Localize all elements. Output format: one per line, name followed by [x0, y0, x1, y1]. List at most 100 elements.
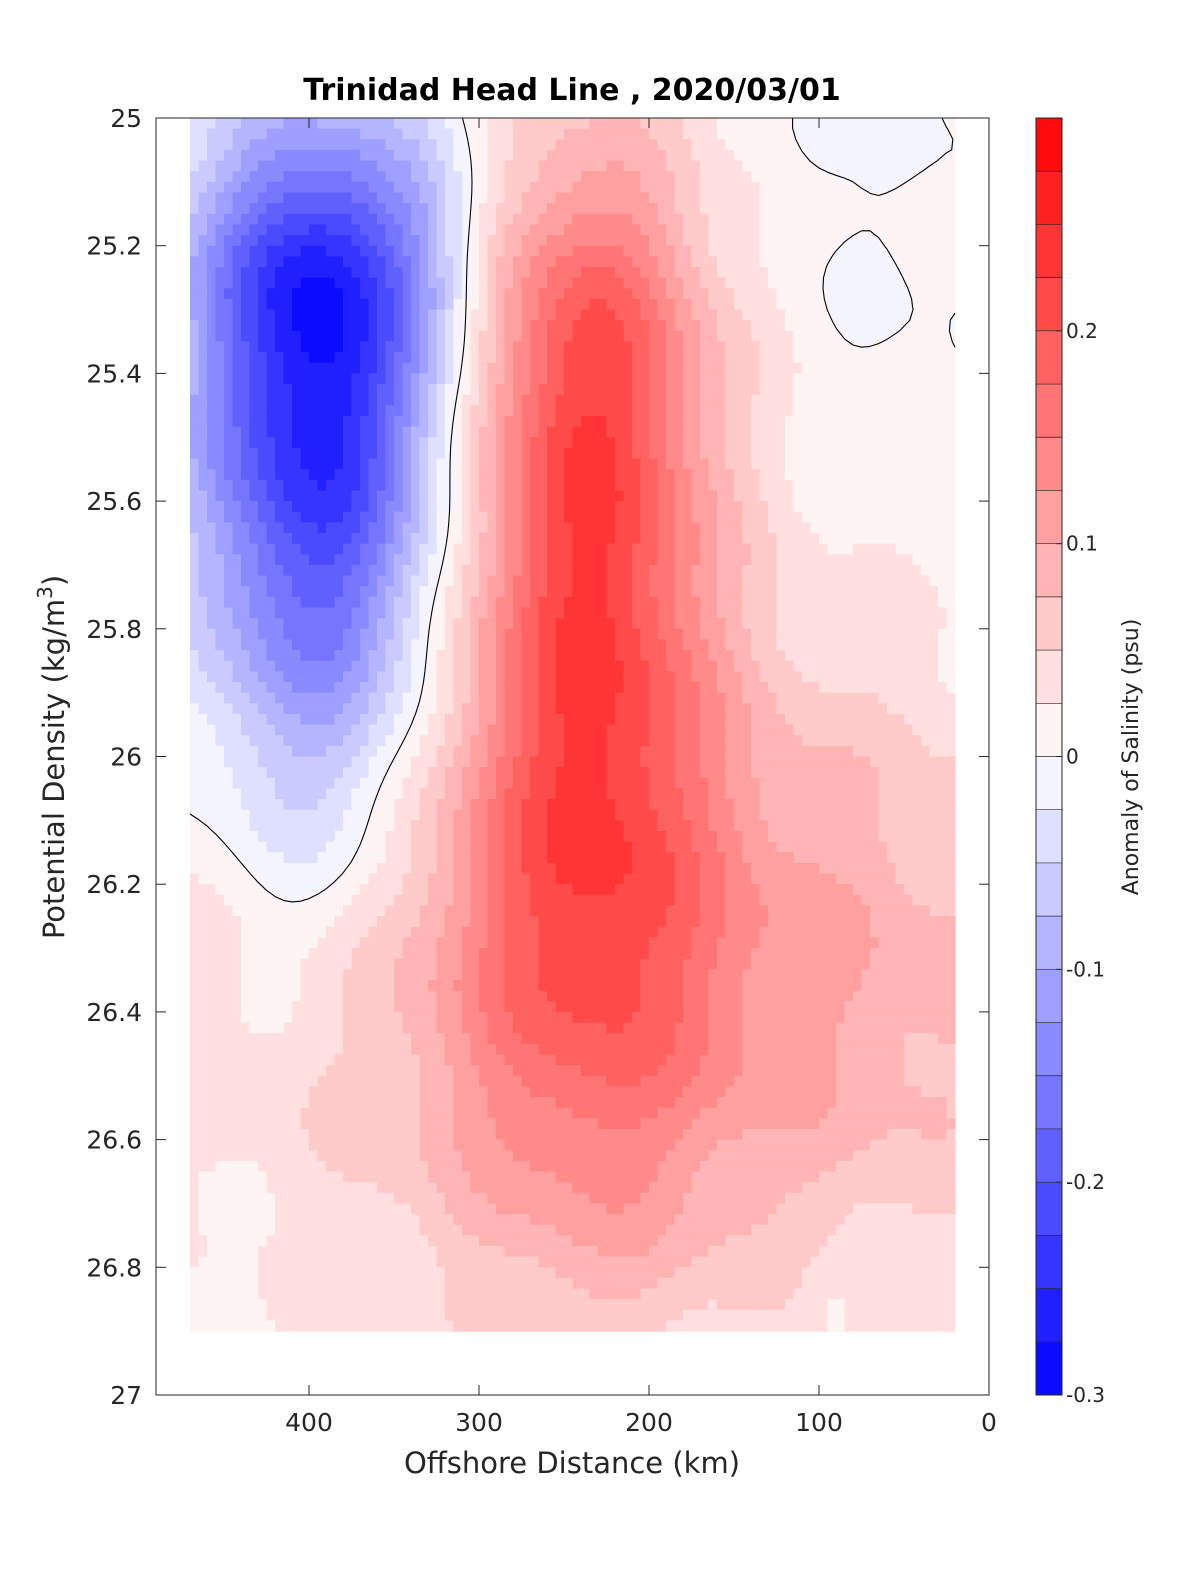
field-cell — [674, 426, 684, 438]
field-cell — [368, 671, 378, 683]
field-cell — [207, 245, 217, 257]
field-cell — [904, 309, 914, 321]
field-cell — [530, 298, 540, 311]
field-cell — [351, 458, 361, 470]
field-cell — [343, 628, 353, 641]
field-cell — [666, 320, 676, 332]
field-cell — [700, 171, 710, 183]
field-cell — [360, 479, 370, 492]
field-cell — [742, 394, 752, 406]
field-cell — [844, 415, 854, 428]
field-cell — [895, 181, 905, 194]
field-cell — [368, 298, 378, 311]
field-cell — [538, 437, 548, 449]
field-cell — [861, 682, 871, 694]
field-cell — [725, 362, 735, 374]
field-cell — [666, 352, 676, 364]
field-cell — [598, 586, 608, 598]
field-cell — [819, 479, 829, 492]
field-cell — [453, 203, 463, 215]
field-cell — [292, 522, 302, 534]
field-cell — [232, 213, 242, 226]
field-cell — [470, 596, 480, 609]
field-cell — [385, 554, 395, 566]
field-cell — [810, 373, 820, 385]
field-cell — [717, 128, 727, 140]
field-cell — [453, 171, 463, 183]
field-cell — [725, 575, 735, 587]
field-cell — [564, 224, 574, 236]
field-cell — [615, 564, 625, 577]
field-cell — [215, 660, 225, 672]
field-cell — [887, 181, 897, 194]
field-cell — [810, 128, 820, 140]
field-cell — [300, 501, 310, 513]
field-cell — [683, 607, 693, 619]
field-cell — [232, 405, 242, 417]
field-cell — [904, 266, 914, 279]
field-cell — [946, 298, 956, 311]
field-cell — [768, 245, 778, 257]
field-cell — [615, 692, 625, 704]
field-cell — [929, 479, 939, 492]
field-cell — [453, 213, 463, 226]
field-cell — [827, 501, 837, 513]
field-cell — [283, 447, 293, 460]
field-cell — [436, 181, 446, 194]
field-cell — [513, 469, 523, 481]
field-cell — [275, 660, 285, 672]
field-cell — [708, 352, 718, 364]
field-cell — [606, 543, 616, 555]
field-cell — [768, 181, 778, 194]
field-cell — [496, 650, 506, 662]
field-cell — [581, 362, 591, 374]
field-cell — [207, 596, 217, 609]
field-cell — [861, 160, 871, 172]
field-cell — [768, 447, 778, 460]
field-cell — [496, 479, 506, 492]
field-cell — [360, 330, 370, 343]
field-cell — [190, 213, 200, 226]
field-cell — [360, 384, 370, 396]
field-cell — [734, 660, 744, 672]
field-cell — [436, 469, 446, 481]
field-cell — [394, 437, 404, 449]
field-cell — [521, 596, 531, 609]
field-cell — [402, 575, 412, 587]
field-cell — [853, 522, 863, 534]
field-cell — [768, 224, 778, 236]
field-cell — [326, 703, 336, 715]
field-cell — [887, 618, 897, 630]
field-cell — [691, 586, 701, 598]
field-cell — [912, 373, 922, 385]
field-cell — [912, 415, 922, 428]
field-cell — [513, 703, 523, 715]
field-cell — [921, 618, 931, 630]
field-cell — [810, 660, 820, 672]
field-cell — [513, 628, 523, 641]
field-cell — [513, 309, 523, 321]
field-cell — [309, 341, 319, 353]
field-cell — [470, 607, 480, 619]
field-cell — [241, 692, 251, 704]
field-cell — [275, 415, 285, 428]
field-cell — [283, 554, 293, 566]
field-cell — [385, 533, 395, 545]
field-cell — [666, 394, 676, 406]
field-cell — [683, 256, 693, 268]
field-cell — [887, 639, 897, 651]
field-cell — [198, 405, 208, 417]
field-cell — [674, 628, 684, 641]
field-cell — [521, 160, 531, 172]
field-cell — [853, 224, 863, 236]
field-cell — [334, 352, 344, 364]
field-cell — [198, 447, 208, 460]
field-cell — [776, 575, 786, 587]
field-cell — [309, 330, 319, 343]
field-cell — [657, 522, 667, 534]
field-cell — [836, 394, 846, 406]
field-cell — [394, 277, 404, 289]
field-cell — [904, 213, 914, 226]
field-cell — [623, 309, 633, 321]
field-cell — [666, 139, 676, 151]
